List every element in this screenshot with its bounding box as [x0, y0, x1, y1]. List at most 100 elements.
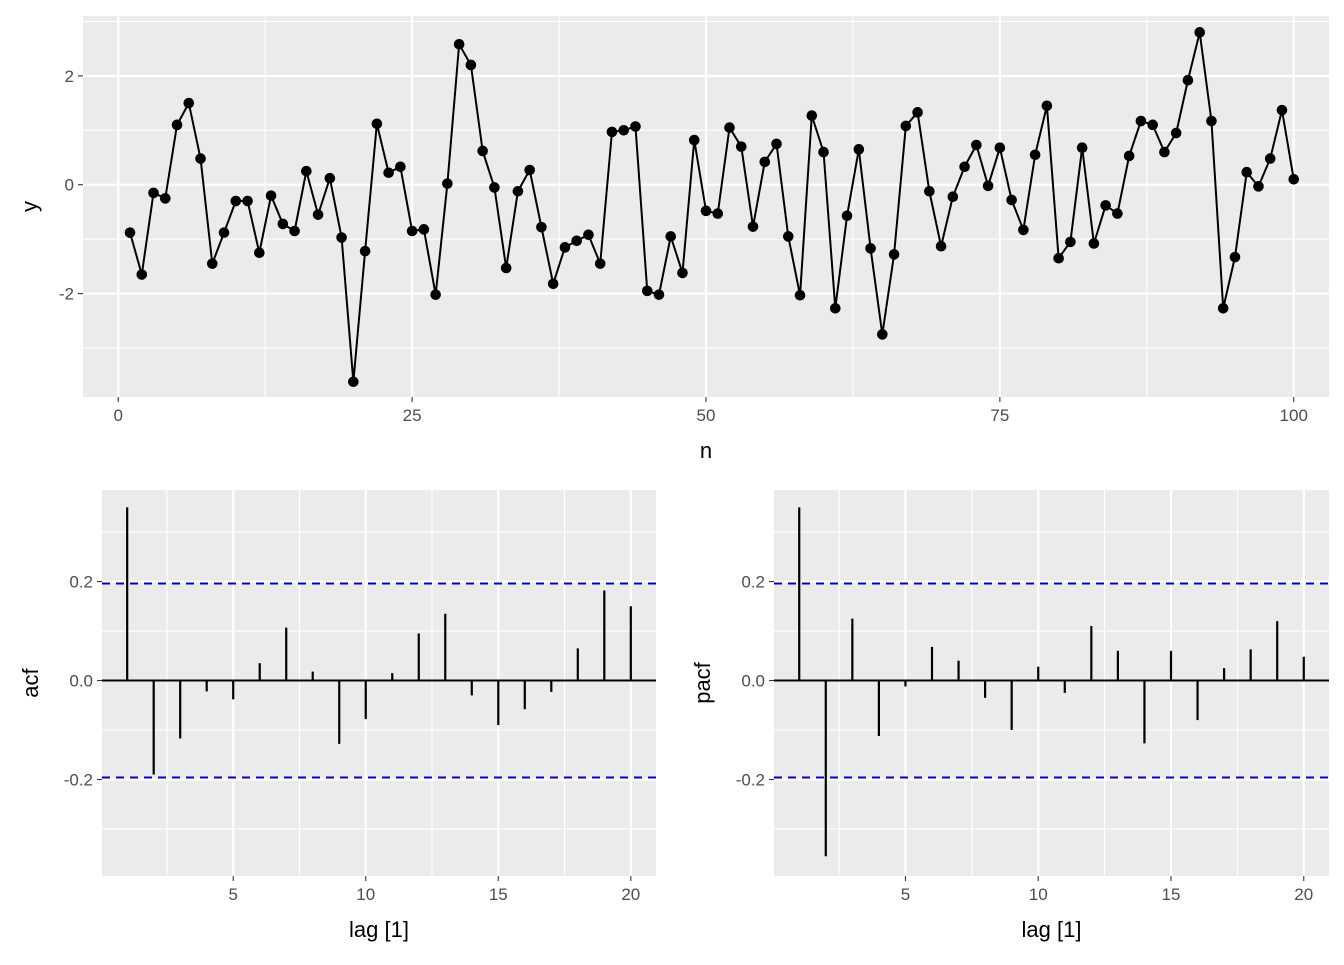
y-tick-label: 2 [65, 67, 74, 86]
data-point [1100, 200, 1111, 211]
data-point [1288, 173, 1300, 185]
x-tick-label: 15 [1162, 885, 1181, 904]
acf-panel: 5 10 15 20 -0.2 0.0 0.2 lag [1] acf [18, 490, 656, 942]
data-point [665, 231, 677, 242]
data-point [477, 145, 488, 157]
data-point [1217, 302, 1229, 314]
data-point [747, 221, 759, 232]
data-point [500, 262, 512, 274]
data-point [1206, 115, 1217, 127]
data-point [912, 107, 923, 118]
y-axis-title: y [17, 201, 42, 212]
x-tick-label: 75 [990, 406, 1009, 425]
y-tick-label: -0.2 [64, 771, 93, 790]
data-point [1112, 208, 1123, 219]
data-point [1170, 127, 1182, 139]
data-point [277, 218, 289, 230]
data-point [254, 247, 265, 259]
data-point [1018, 224, 1029, 236]
data-point [465, 59, 477, 71]
data-point [571, 235, 582, 247]
data-point [853, 144, 865, 155]
data-point [207, 258, 218, 269]
data-point [536, 221, 547, 233]
data-point [841, 210, 853, 222]
data-point [818, 146, 829, 158]
data-point [606, 126, 618, 138]
data-point [1006, 194, 1017, 206]
y-tick-label: -0.2 [736, 771, 765, 790]
data-point [124, 227, 136, 238]
data-point [230, 195, 242, 207]
data-point [1276, 104, 1288, 116]
data-point [700, 205, 712, 217]
data-point [312, 209, 324, 220]
data-point [759, 156, 771, 168]
panel-background [774, 490, 1329, 876]
data-point [406, 225, 418, 237]
data-point [547, 278, 559, 290]
data-point [171, 119, 183, 131]
x-axis-title: n [700, 438, 712, 463]
y-tick-label: 0 [65, 176, 74, 195]
data-point [1147, 119, 1158, 131]
y-axis-title: acf [18, 667, 43, 697]
y-tick-label: 0.2 [741, 573, 765, 592]
data-point [524, 164, 535, 176]
data-point [324, 172, 336, 184]
data-point [442, 178, 453, 189]
data-point [1253, 181, 1264, 192]
x-tick-label: 15 [489, 885, 508, 904]
data-point [935, 240, 947, 252]
series-line [129, 32, 1295, 382]
data-point [712, 208, 724, 219]
y-tick-label: 0.0 [741, 672, 765, 691]
data-point [1159, 146, 1170, 158]
data-point [218, 227, 230, 238]
data-point [148, 187, 159, 199]
data-point [806, 110, 818, 121]
data-point [453, 39, 465, 50]
data-point [877, 329, 888, 340]
data-point [418, 224, 430, 235]
x-tick-label: 0 [114, 406, 123, 425]
data-point [865, 243, 876, 254]
data-point [771, 138, 782, 150]
data-point [583, 229, 594, 241]
data-point [159, 193, 171, 204]
data-point [136, 269, 148, 280]
data-point [982, 180, 994, 192]
data-point [947, 191, 959, 203]
data-point [1194, 27, 1205, 38]
data-point [1264, 153, 1276, 164]
x-tick-label: 10 [1029, 885, 1048, 904]
x-tick-label: 5 [228, 885, 237, 904]
data-point [971, 139, 982, 151]
y-axis-title: pacf [690, 661, 715, 703]
x-tick-label: 25 [403, 406, 422, 425]
data-point [1241, 166, 1253, 178]
pacf-panel: 5 10 15 20 -0.2 0.0 0.2 lag [1] pacf [690, 490, 1329, 942]
x-tick-label: 50 [697, 406, 716, 425]
y-tick-label: 0.2 [69, 573, 93, 592]
data-point [430, 289, 441, 300]
data-point [794, 289, 806, 301]
data-point [994, 142, 1006, 154]
y-tick-label: 0.0 [69, 672, 93, 691]
data-point [336, 232, 347, 243]
x-tick-label: 100 [1280, 406, 1308, 425]
data-point [618, 125, 630, 136]
x-axis-title: lag [1] [349, 917, 409, 942]
data-point [559, 242, 571, 253]
x-tick-label: 20 [621, 885, 640, 904]
data-point [959, 161, 970, 173]
data-point [630, 121, 641, 132]
data-point [359, 245, 371, 257]
data-point [641, 285, 653, 297]
data-point [489, 182, 500, 193]
data-point [688, 134, 700, 146]
x-axis-title: lag [1] [1022, 917, 1082, 942]
data-point [1182, 74, 1194, 86]
